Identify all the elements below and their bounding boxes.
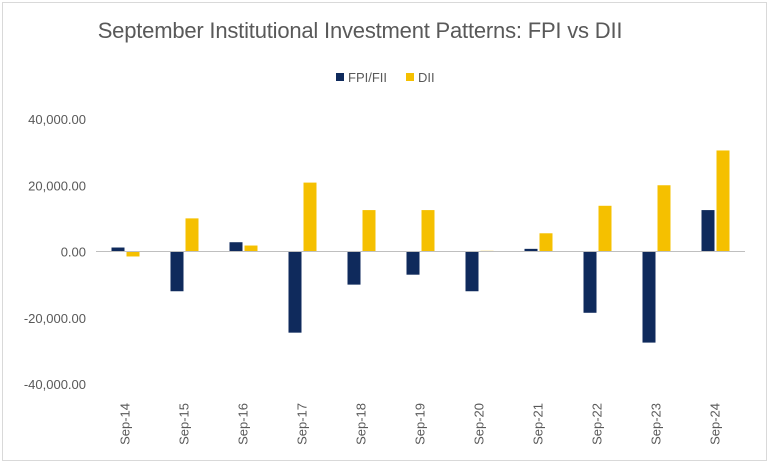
bar-fpi-sep-23: [642, 251, 656, 343]
bar-fpi-sep-21: [524, 248, 538, 252]
y-tick-label: 40,000.00: [28, 112, 86, 127]
x-tick-label: Sep-23: [649, 403, 664, 445]
legend-swatch: [336, 73, 344, 81]
bar-dii-sep-16: [244, 245, 258, 252]
bar-dii-sep-23: [657, 185, 671, 252]
x-tick-label: Sep-20: [472, 403, 487, 445]
bars: [111, 150, 730, 343]
bar-dii-sep-15: [185, 218, 199, 252]
bar-fpi-sep-22: [583, 251, 597, 313]
bar-fpi-sep-24: [701, 210, 715, 252]
bar-dii-sep-21: [539, 233, 553, 252]
y-tick-label: 0.00: [61, 245, 86, 260]
bar-dii-sep-17: [303, 182, 317, 252]
legend: FPI/FII DII: [336, 70, 435, 85]
bar-dii-sep-22: [598, 205, 612, 252]
bar-fpi-sep-14: [111, 247, 125, 252]
bar-fpi-sep-15: [170, 251, 184, 292]
legend-label: FPI/FII: [348, 70, 387, 85]
y-tick-label: 20,000.00: [28, 178, 86, 193]
y-tick-label: -40,000.00: [24, 377, 86, 392]
x-tick-label: Sep-17: [295, 403, 310, 445]
x-tick-label: Sep-18: [354, 403, 369, 445]
x-tick-label: Sep-21: [531, 403, 546, 445]
bar-fpi-sep-18: [347, 251, 361, 285]
bar-fpi-sep-20: [465, 251, 479, 292]
x-tick-label: Sep-16: [236, 403, 251, 445]
x-tick-label: Sep-14: [118, 403, 133, 445]
x-tick-label: Sep-15: [177, 403, 192, 445]
bar-fpi-sep-16: [229, 242, 243, 252]
x-tick-label: Sep-22: [590, 403, 605, 445]
x-tick-label: Sep-24: [708, 403, 723, 445]
chart-title: September Institutional Investment Patte…: [97, 18, 623, 43]
bar-dii-sep-14: [126, 251, 140, 257]
bar-dii-sep-24: [716, 150, 730, 252]
legend-swatch: [406, 73, 414, 81]
bar-fpi-sep-17: [288, 251, 302, 333]
x-tick-label: Sep-19: [413, 403, 428, 445]
chart-frame: [2, 2, 767, 461]
y-tick-label: -20,000.00: [24, 311, 86, 326]
legend-label: DII: [418, 70, 435, 85]
x-axis: Sep-14 Sep-15 Sep-16 Sep-17 Sep-18 Sep-19 Sep-…: [118, 403, 723, 445]
bar-dii-sep-19: [421, 210, 435, 252]
bar-dii-sep-18: [362, 210, 376, 252]
bar-fpi-sep-19: [406, 251, 420, 275]
y-axis: 40,000.00 20,000.00 0.00 -20,000.00 -40,000.…: [24, 112, 86, 392]
